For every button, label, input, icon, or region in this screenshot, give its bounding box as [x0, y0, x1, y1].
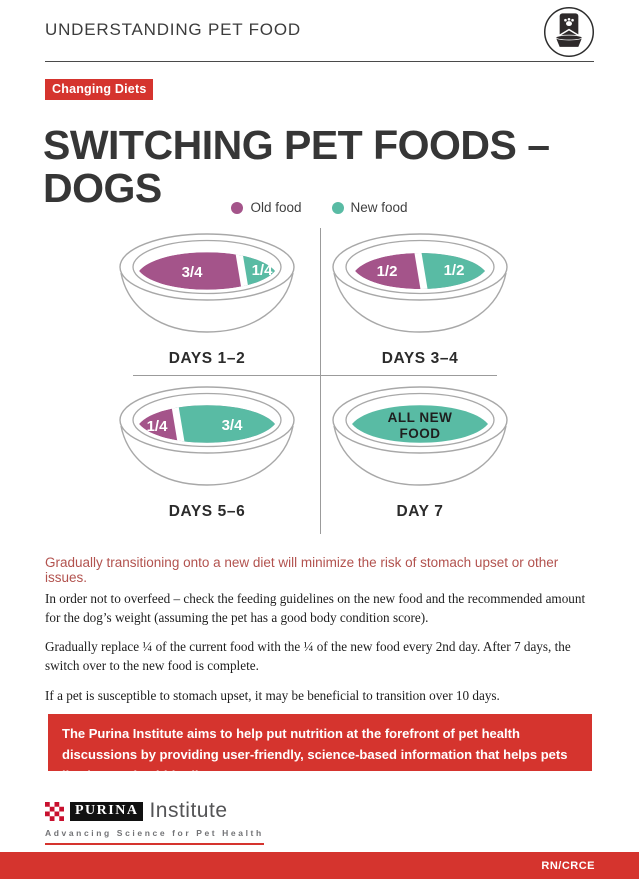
grid-horizontal-divider [133, 375, 497, 376]
bowl-label: DAY 7 [396, 503, 444, 520]
fraction-old: 3/4 [182, 264, 204, 281]
section-badge: Changing Diets [45, 79, 154, 100]
new-food-dot-icon [331, 201, 344, 214]
institute-wordmark: Institute [149, 799, 228, 822]
fraction-new: 1/4 [252, 262, 274, 279]
bowl-diagram-day-7: ALL NEW FOOD DAY 7 [325, 384, 515, 521]
page-title: SWITCHING PET FOODS – DOGS [43, 122, 550, 212]
fraction-old: 1/2 [377, 263, 398, 280]
fraction-new: 3/4 [222, 417, 244, 434]
all-new-food-label-line2: FOOD [400, 426, 441, 441]
bowl-diagram-days-3-4: 1/2 1/2 DAYS 3–4 [325, 231, 515, 368]
purina-checkerboard-icon [45, 801, 64, 821]
old-food-dot-icon [231, 201, 244, 214]
footer-code: RN/CRCE [541, 859, 595, 872]
bowl-graphic: 1/2 1/2 [332, 233, 508, 333]
paragraph-overfeed: In order not to overfeed – check the fee… [45, 591, 586, 625]
paragraph-stomach-upset: If a pet is susceptible to stomach upset… [45, 687, 500, 703]
purina-institute-logo: PURINA Institute Advancing Science for P… [45, 799, 264, 845]
purina-wordmark: PURINA [70, 801, 144, 821]
bowl-label: DAYS 3–4 [381, 350, 459, 367]
body-paragraphs: In order not to overfeed – check the fee… [45, 590, 597, 717]
grid-vertical-divider [320, 228, 321, 534]
purina-institute-callout: The Purina Institute aims to help put nu… [48, 714, 592, 783]
legend-item-new-food: New food [331, 200, 408, 215]
all-new-food-label-line1: ALL NEW [388, 410, 453, 425]
fraction-old: 1/4 [147, 418, 169, 435]
fraction-new: 1/2 [444, 262, 465, 279]
bowl-diagram-days-5-6: 1/4 3/4 DAYS 5–6 [112, 384, 302, 521]
header-divider [45, 61, 594, 62]
bowl-label: DAYS 1–2 [168, 350, 246, 367]
legend: Old food New food [0, 200, 639, 215]
bowl-graphic: 1/4 3/4 [119, 386, 295, 486]
document-header-title: UNDERSTANDING PET FOOD [45, 20, 301, 39]
legend-label-old: Old food [250, 200, 302, 215]
footer-bar: RN/CRCE [0, 852, 639, 879]
bowl-graphic: ALL NEW FOOD [332, 386, 508, 486]
bowl-graphic: 3/4 1/4 [119, 233, 295, 333]
legend-label-new: New food [350, 200, 408, 215]
legend-item-old-food: Old food [231, 200, 302, 215]
lead-sentence: Gradually transitioning onto a new diet … [45, 555, 559, 585]
bowl-label: DAYS 5–6 [168, 503, 246, 520]
paragraph-replace-quarter: Gradually replace ¼ of the current food … [45, 639, 571, 674]
bowl-diagram-days-1-2: 3/4 1/4 DAYS 1–2 [112, 231, 302, 368]
pet-food-bag-bowl-icon [543, 6, 595, 58]
logo-tagline: Advancing Science for Pet Health [45, 828, 264, 845]
